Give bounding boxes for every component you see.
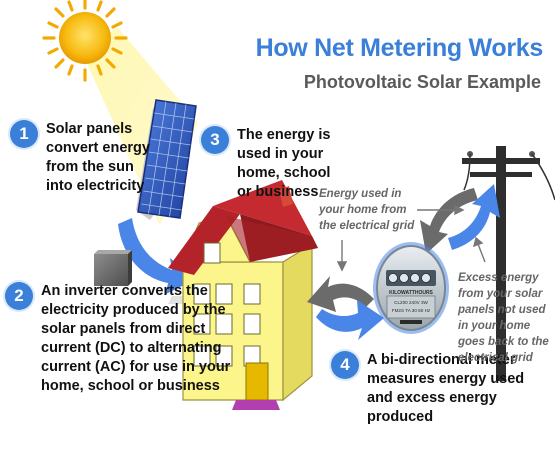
panel-to-house-arrow <box>118 218 196 294</box>
bi-directional-meter-icon <box>373 242 449 334</box>
grid-to-meter-arrow <box>420 188 478 254</box>
utility-pole-icon <box>462 146 555 381</box>
step-3-badge: 3 <box>201 126 229 154</box>
meter-to-house-arrow <box>307 276 374 312</box>
meter-specs-line-1: CL200 240V 3W <box>394 300 428 305</box>
house-to-meter-arrow <box>316 300 384 340</box>
meter-specs-line-2: FM2S TA 30 60 Hz <box>392 308 431 313</box>
step-1: 1 Solar panels convert energy from the s… <box>10 120 150 196</box>
step-2-badge: 2 <box>5 282 33 310</box>
step-1-text: Solar panels convert energy from the sun… <box>46 121 150 194</box>
step-1-badge: 1 <box>10 120 38 148</box>
meter-to-grid-arrow <box>448 184 500 250</box>
step-4-badge: 4 <box>331 351 359 379</box>
meter-label: KILOWATTHOURS <box>389 290 433 296</box>
house-icon <box>168 180 318 410</box>
solar-panel-icon <box>136 99 197 220</box>
step-4: 4 A bi-directional meter measures energy… <box>331 351 524 427</box>
sun-icon <box>42 0 128 82</box>
step-2: 2 An inverter converts the electricity p… <box>5 282 230 396</box>
step-3-text: The energy is used in your home, school … <box>237 127 331 200</box>
page-title: How Net Metering Works <box>255 34 544 62</box>
inverter-icon <box>94 250 132 286</box>
excess-energy-note: Excess energy from your solar panels not… <box>458 272 549 364</box>
callout-pointers <box>336 204 486 272</box>
page-subtitle: Photovoltaic Solar Example <box>303 72 541 92</box>
step-2-text: An inverter converts the electricity pro… <box>41 283 231 394</box>
step-3: 3 The energy is used in your home, schoo… <box>201 126 330 202</box>
grid-usage-note: Energy used in your home from the electr… <box>319 188 415 232</box>
step-4-text: A bi-directional meter measures energy u… <box>367 352 525 425</box>
